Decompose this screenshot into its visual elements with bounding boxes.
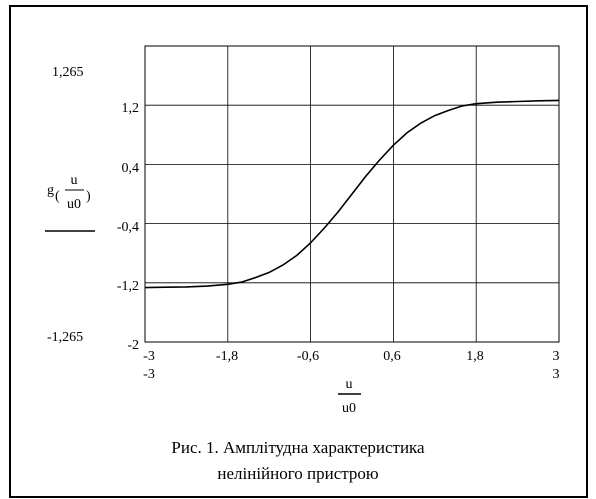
paren-open: (: [55, 189, 60, 204]
y-range-min: -1,265: [47, 330, 83, 345]
x-label-denominator: u0: [342, 401, 356, 416]
x-tick-label: -0,6: [297, 349, 319, 364]
y-tick-label: 0,4: [122, 161, 140, 176]
x-axis-label: u u0: [338, 377, 361, 416]
x-tick-label: 0,6: [383, 349, 401, 364]
y-label-func: g: [47, 183, 54, 198]
x-label-numerator: u: [346, 377, 353, 392]
figure-caption-line1: Рис. 1. Амплітудна характеристика: [171, 438, 425, 457]
y-tick-label: 1,2: [122, 101, 140, 116]
paren-close: ): [86, 189, 91, 204]
x-tick-label: 3: [553, 349, 560, 364]
y-tick-label: -1,2: [117, 279, 139, 294]
x-range-min: -3: [143, 367, 155, 382]
y-range-max: 1,265: [52, 65, 84, 80]
y-label-denominator: u0: [67, 197, 81, 212]
figure-caption-line2: нелінійного пристрою: [217, 464, 379, 483]
plot-area: [144, 45, 560, 343]
series-line: [144, 99, 560, 289]
x-range-max: 3: [553, 367, 560, 382]
y-label-numerator: u: [71, 173, 78, 188]
figure-frame: [9, 5, 588, 498]
y-tick-label: -2: [127, 338, 139, 353]
y-axis-label: g ( u u0 ): [45, 173, 95, 232]
x-tick-label: 1,8: [466, 349, 484, 364]
x-tick-label: -1,8: [216, 349, 238, 364]
y-tick-label: -0,4: [117, 220, 139, 235]
x-tick-label: -3: [143, 349, 155, 364]
